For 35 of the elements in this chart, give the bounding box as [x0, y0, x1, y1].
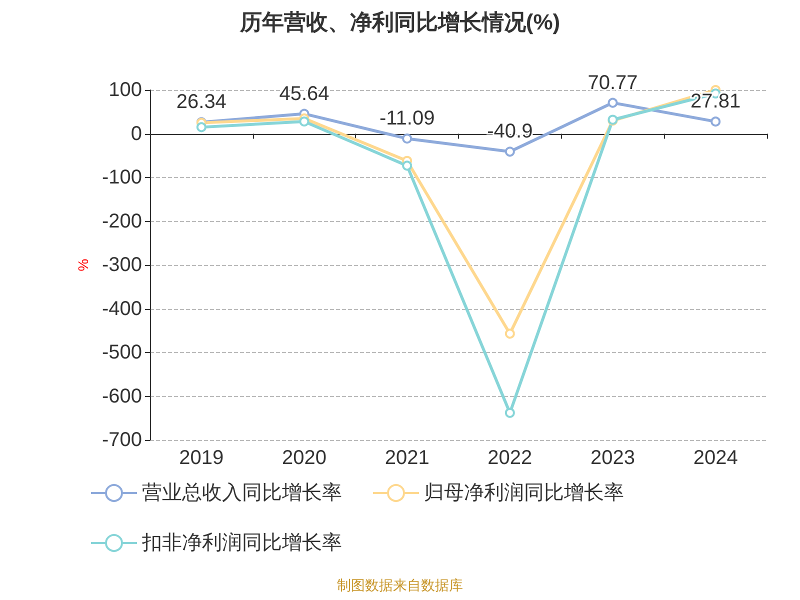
- point: [504, 408, 515, 418]
- y-tick-label: -300: [102, 254, 142, 276]
- y-tick-label: -200: [102, 210, 142, 232]
- data-label: 45.64: [279, 82, 330, 105]
- x-tick-label: 2023: [590, 447, 635, 469]
- data-label: -11.09: [379, 108, 435, 130]
- data-label: 70.77: [588, 72, 638, 94]
- point: [710, 116, 721, 127]
- y-tick-label: -400: [102, 298, 142, 320]
- x-tick-label: 2021: [384, 447, 430, 469]
- point: [402, 134, 412, 144]
- x-tick-label: 2020: [282, 447, 326, 469]
- x-tick-label: 2024: [693, 447, 738, 469]
- legend-label: 营业总收入同比增长率: [142, 482, 342, 504]
- point: [504, 328, 515, 339]
- legend-label: 扣非净利润同比增长率: [141, 532, 342, 554]
- x-tick-label: 2022: [488, 447, 532, 469]
- x-tick-label: 2019: [179, 447, 224, 469]
- legend-label: 归母净利润同比增长率: [424, 482, 624, 504]
- data-label: 26.34: [176, 91, 226, 114]
- chart-title: 历年营收、净利同比增长情况(%): [238, 10, 560, 34]
- y-tick-label: 0: [130, 122, 142, 145]
- point: [299, 116, 310, 126]
- text: 制图数据来自数据库: [337, 577, 463, 593]
- point: [196, 122, 206, 132]
- y-tick-label: -700: [102, 429, 142, 451]
- y-tick-label: -500: [102, 342, 142, 364]
- y-axis-title: %: [75, 258, 91, 272]
- point: [608, 98, 618, 108]
- y-tick-label: -100: [102, 166, 142, 188]
- data-label: 27.81: [690, 90, 741, 113]
- point: [402, 160, 412, 171]
- point: [504, 146, 515, 157]
- y-tick-label: 100: [108, 79, 142, 101]
- y-tick-label: -600: [102, 385, 142, 408]
